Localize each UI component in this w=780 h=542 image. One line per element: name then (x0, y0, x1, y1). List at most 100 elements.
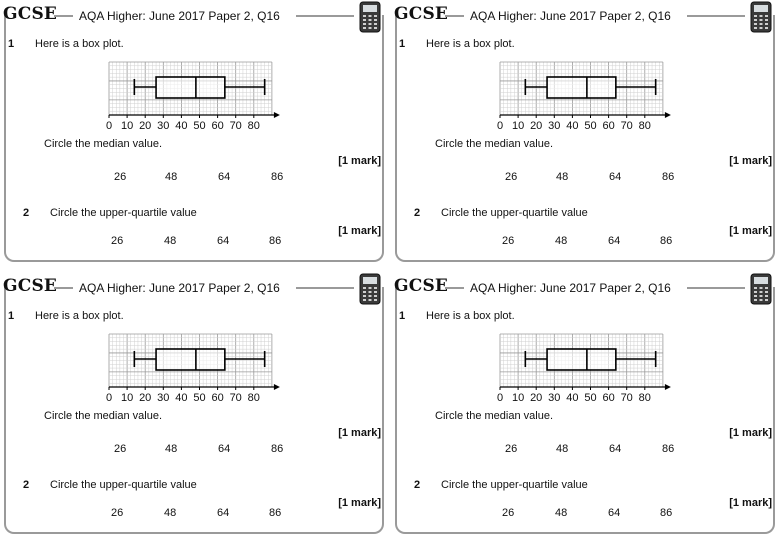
upper-quartile-option[interactable]: 48 (555, 507, 568, 519)
quartile-box (546, 76, 617, 99)
question-2-mark: [1 mark] (729, 225, 772, 237)
worksheet-card: GCSE AQA Higher: June 2017 Paper 2, Q16 … (0, 0, 390, 270)
x-tick-label: 60 (602, 392, 614, 404)
question-1-prompt: Circle the median value. (44, 410, 163, 422)
box-plot: 0 10 20 30 40 50 60 70 80 (497, 61, 671, 132)
x-tick-label: 10 (512, 392, 524, 404)
upper-quartile-option[interactable]: 64 (217, 235, 230, 247)
median-option[interactable]: 48 (165, 171, 178, 183)
calculator-icon (359, 1, 381, 33)
x-tick-label: 20 (530, 120, 542, 132)
header-rule (687, 15, 745, 17)
median-option[interactable]: 64 (218, 443, 231, 455)
x-tick-label: 0 (106, 392, 112, 404)
question-2-prompt: Circle the upper-quartile value (50, 479, 197, 491)
x-tick-label: 0 (497, 120, 503, 132)
axis-arrow (664, 384, 671, 390)
question-1-mark: [1 mark] (729, 155, 772, 167)
upper-quartile-option[interactable]: 86 (660, 507, 673, 519)
x-tick-label: 60 (602, 120, 614, 132)
upper-quartile-option[interactable]: 86 (269, 507, 282, 519)
upper-quartile-option[interactable]: 48 (555, 235, 568, 247)
median-option[interactable]: 26 (505, 171, 518, 183)
x-tick-label: 40 (175, 392, 187, 404)
header-rule (54, 15, 73, 17)
axis-arrow (273, 384, 280, 390)
x-tick-label: 30 (548, 392, 560, 404)
question-1-intro: Here is a box plot. (426, 310, 515, 322)
upper-quartile-option[interactable]: 64 (608, 507, 621, 519)
median-option[interactable]: 26 (114, 443, 127, 455)
median-option[interactable]: 26 (114, 171, 127, 183)
question-2-number: 2 (23, 207, 30, 219)
question-2-number: 2 (414, 207, 421, 219)
x-tick-label: 80 (639, 120, 651, 132)
header-rule (687, 287, 745, 289)
median-option[interactable]: 86 (662, 171, 675, 183)
upper-quartile-option[interactable]: 26 (111, 235, 124, 247)
x-tick-label: 0 (106, 120, 112, 132)
x-tick-label: 10 (121, 120, 133, 132)
header-rule (296, 15, 354, 17)
upper-quartile-option[interactable]: 86 (660, 235, 673, 247)
median-option[interactable]: 26 (505, 443, 518, 455)
quartile-box (155, 348, 226, 371)
x-tick-label: 30 (157, 392, 169, 404)
x-tick-label: 50 (584, 392, 596, 404)
median-option[interactable]: 64 (218, 171, 231, 183)
x-tick-label: 50 (584, 120, 596, 132)
upper-quartile-option[interactable]: 48 (164, 507, 177, 519)
worksheet-card: GCSE AQA Higher: June 2017 Paper 2, Q16 … (391, 0, 780, 270)
median-option[interactable]: 86 (271, 171, 284, 183)
upper-quartile-option[interactable]: 26 (111, 507, 124, 519)
question-2-mark: [1 mark] (338, 225, 381, 237)
question-2-mark: [1 mark] (338, 497, 381, 509)
x-tick-label: 60 (211, 120, 223, 132)
median-option[interactable]: 64 (609, 443, 622, 455)
gcse-logo: GCSE (3, 4, 58, 24)
x-tick-label: 80 (248, 120, 260, 132)
worksheet-card: GCSE AQA Higher: June 2017 Paper 2, Q16 … (391, 272, 780, 542)
header-rule (445, 287, 464, 289)
median-option[interactable]: 48 (165, 443, 178, 455)
x-tick-label: 60 (211, 392, 223, 404)
upper-quartile-option[interactable]: 64 (217, 507, 230, 519)
x-tick-label: 10 (512, 120, 524, 132)
quartile-box (155, 76, 226, 99)
upper-quartile-option[interactable]: 26 (502, 507, 515, 519)
box-plot: 0 10 20 30 40 50 60 70 80 (497, 333, 671, 404)
x-tick-label: 0 (497, 392, 503, 404)
axis-arrow (273, 112, 280, 118)
question-1-prompt: Circle the median value. (435, 138, 554, 150)
card-frame (4, 287, 384, 534)
question-2-mark: [1 mark] (729, 497, 772, 509)
question-1-mark: [1 mark] (338, 155, 381, 167)
x-tick-label: 70 (230, 120, 242, 132)
median-option[interactable]: 48 (556, 443, 569, 455)
x-tick-label: 80 (248, 392, 260, 404)
x-tick-label: 10 (121, 392, 133, 404)
upper-quartile-option[interactable]: 64 (608, 235, 621, 247)
upper-quartile-option[interactable]: 86 (269, 235, 282, 247)
median-option[interactable]: 86 (662, 443, 675, 455)
x-tick-label: 70 (230, 392, 242, 404)
median-option[interactable]: 64 (609, 171, 622, 183)
question-1-number: 1 (399, 310, 406, 322)
x-tick-label: 50 (193, 392, 205, 404)
question-1-intro: Here is a box plot. (35, 38, 124, 50)
calculator-icon (750, 1, 772, 33)
x-tick-label: 30 (157, 120, 169, 132)
question-2-number: 2 (414, 479, 421, 491)
question-1-intro: Here is a box plot. (35, 310, 124, 322)
header-title: AQA Higher: June 2017 Paper 2, Q16 (79, 281, 280, 295)
card-frame (395, 15, 775, 262)
median-option[interactable]: 48 (556, 171, 569, 183)
question-2-number: 2 (23, 479, 30, 491)
upper-quartile-option[interactable]: 48 (164, 235, 177, 247)
x-tick-label: 30 (548, 120, 560, 132)
axis-arrow (664, 112, 671, 118)
x-tick-label: 20 (139, 120, 151, 132)
median-option[interactable]: 86 (271, 443, 284, 455)
upper-quartile-option[interactable]: 26 (502, 235, 515, 247)
x-tick-label: 20 (530, 392, 542, 404)
